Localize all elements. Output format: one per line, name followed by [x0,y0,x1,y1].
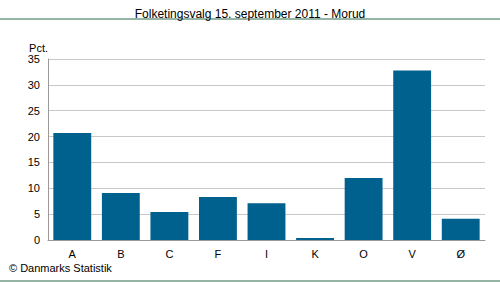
svg-text:Pct.: Pct. [29,42,48,54]
svg-text:25: 25 [28,105,40,117]
svg-text:B: B [117,248,124,260]
svg-text:5: 5 [34,208,40,220]
svg-text:A: A [69,248,77,260]
svg-text:30: 30 [28,79,40,91]
svg-text:O: O [359,248,368,260]
svg-text:C: C [165,248,173,260]
svg-text:I: I [265,248,268,260]
svg-text:K: K [311,248,319,260]
svg-text:10: 10 [28,182,40,194]
svg-text:Ø: Ø [456,248,465,260]
svg-text:0: 0 [34,234,40,246]
svg-text:35: 35 [28,53,40,65]
svg-text:15: 15 [28,156,40,168]
svg-text:© Danmarks Statistik: © Danmarks Statistik [9,262,112,274]
svg-text:F: F [215,248,222,260]
svg-text:20: 20 [28,131,40,143]
svg-text:V: V [408,248,416,260]
svg-text:Folketingsvalg 15. september 2: Folketingsvalg 15. september 2011 - Moru… [135,7,366,21]
